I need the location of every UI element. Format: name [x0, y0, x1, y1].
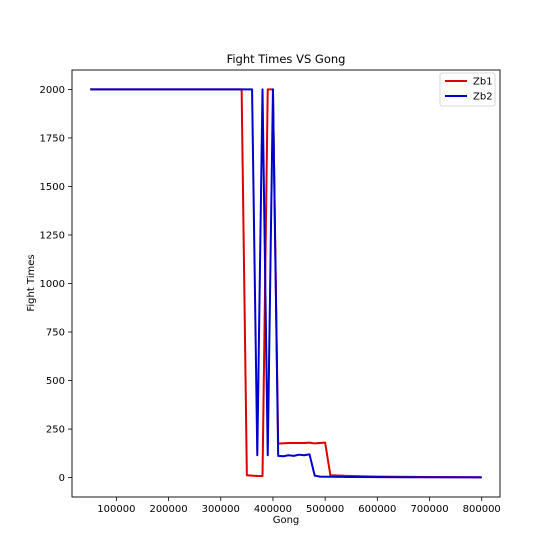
x-tick-label: 800000 — [463, 504, 501, 515]
y-tick-label: 1000 — [40, 279, 65, 290]
x-tick-label: 200000 — [149, 504, 187, 515]
chart-title: Fight Times VS Gong — [227, 52, 346, 66]
x-tick-label: 100000 — [97, 504, 135, 515]
series-layer — [90, 88, 482, 479]
y-tick-label: 1500 — [40, 182, 65, 193]
x-tick-label: 600000 — [358, 504, 396, 515]
x-axis: 100000 200000 300000 400000 500000 600000 7000… — [97, 497, 501, 515]
series-line-zb2 — [90, 88, 482, 479]
plot-frame — [71, 69, 501, 498]
x-tick-label: 400000 — [254, 504, 292, 515]
y-axis-label: Fight Times — [26, 254, 37, 311]
y-tick-label: 1750 — [40, 133, 65, 144]
y-axis: 0 250 500 750 1000 1250 1500 1750 2000 — [40, 85, 72, 484]
x-axis-label: Gong — [273, 515, 300, 526]
y-tick-label: 0 — [59, 473, 65, 484]
y-tick-label: 2000 — [40, 85, 65, 96]
x-tick-label: 700000 — [410, 504, 448, 515]
legend-label-zb1: Zb1 — [473, 77, 493, 88]
legend-label-zb2: Zb2 — [473, 92, 493, 103]
x-tick-label: 500000 — [306, 504, 344, 515]
y-tick-label: 1250 — [40, 230, 65, 241]
y-tick-label: 500 — [46, 376, 65, 387]
x-tick-label: 300000 — [202, 504, 240, 515]
series-line-zb1 — [90, 88, 482, 479]
y-tick-label: 250 — [46, 425, 65, 436]
y-tick-label: 750 — [46, 328, 65, 339]
